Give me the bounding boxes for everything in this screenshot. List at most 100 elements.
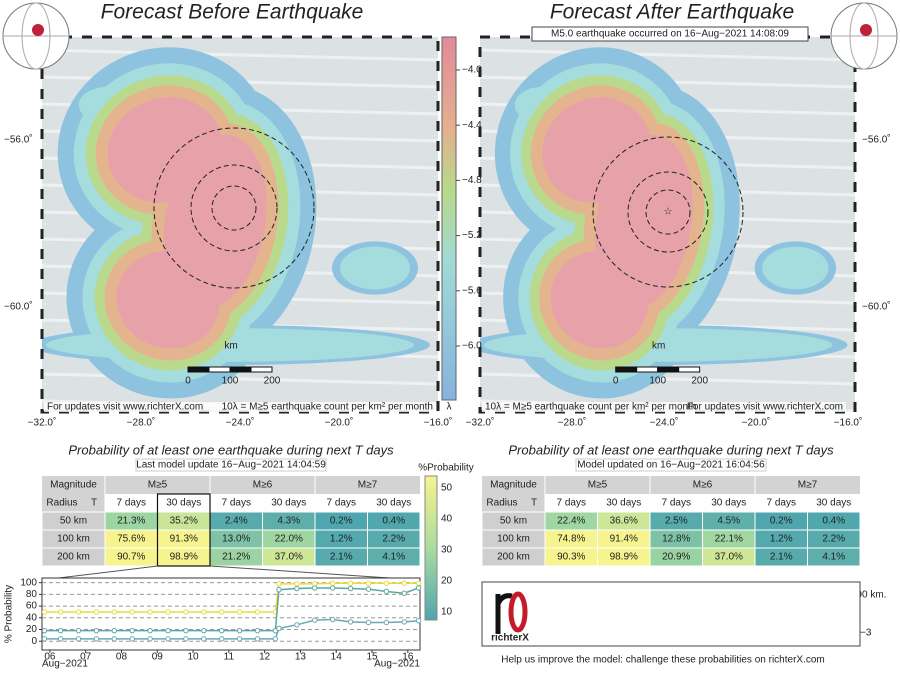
table-subtitle: Model updated on 16−Aug−2021 16:04:56 (577, 460, 765, 471)
series-point (75, 609, 82, 615)
table-subheader: T (91, 498, 97, 509)
series-point (347, 585, 354, 592)
table-cell-text: 0.2% (330, 516, 353, 527)
row-header: 200 km (57, 552, 90, 563)
series-point (41, 609, 48, 615)
table-header: Magnitude (50, 480, 97, 491)
table-subheader: T (531, 498, 537, 509)
table-cell-text: 1.2% (330, 534, 353, 545)
probability-tick-label: 30 (441, 545, 453, 556)
map-footer: For updates visit www.richterX.com (47, 402, 203, 413)
x-tick-label: 16 (402, 652, 414, 663)
epicenter: ☆ (664, 207, 673, 218)
table-cell-text: 91.4% (610, 534, 638, 545)
table-cell-text: 37.0% (275, 552, 303, 563)
series-point (111, 627, 118, 634)
table-subheader: Radius (46, 498, 77, 509)
table-subheader: 30 days (816, 498, 851, 509)
series-point (312, 585, 318, 591)
lat-label: −60.0˚ (4, 301, 33, 313)
table-header: M≥7 (798, 480, 818, 491)
series-point (347, 580, 354, 586)
table-header: M≥5 (148, 480, 168, 491)
series-point (183, 627, 189, 634)
series-point (401, 590, 407, 596)
colorbar-tick-label: −5.6 (462, 285, 482, 296)
x-tick-label: 07 (80, 652, 92, 663)
series-point (218, 609, 225, 615)
x-tick-label: 14 (331, 652, 343, 663)
scale-unit: km (224, 341, 237, 352)
probability-tick-label: 10 (441, 607, 453, 618)
series-point (57, 636, 64, 642)
row-header: 200 km (497, 552, 530, 563)
series-point (415, 618, 422, 624)
lon-label: −16.0˚ (424, 417, 453, 429)
table-subheader: 30 days (711, 498, 746, 509)
series-point (75, 636, 82, 642)
series-point (365, 586, 372, 592)
table-subheader: Radius (486, 498, 517, 509)
series-point (93, 627, 100, 634)
terrain (42, 48, 438, 62)
table-cell-text: 90.7% (117, 552, 145, 563)
series-point (383, 588, 390, 595)
map-footer: 10λ = M≥5 earthquake count per km² per m… (222, 402, 433, 413)
table-cell-text: 2.1% (770, 552, 793, 563)
footer-box (482, 402, 846, 412)
table-cell-text: 2.2% (822, 534, 845, 545)
table-subheader: 7 days (557, 498, 586, 509)
annotation: M5.0 earthquake occurred on 16−Aug−2021 … (551, 29, 789, 40)
table-cell-text: 22.0% (275, 534, 303, 545)
series-point (401, 619, 407, 625)
series-point (347, 619, 354, 625)
table-cell (807, 547, 861, 567)
map-right (480, 37, 855, 412)
y-label: % Probability (4, 585, 15, 643)
map-footer: For updates visit www.richterX.com (687, 402, 843, 413)
series-point (147, 636, 153, 642)
series-point (201, 609, 207, 615)
panel-title: Forecast Before Earthquake (101, 1, 364, 24)
table-header: Magnitude (490, 480, 537, 491)
footer: Help us improve the model: challenge the… (501, 655, 825, 666)
x-tick-label: 12 (259, 652, 271, 663)
x-label: Aug−2021 (374, 659, 420, 670)
subtitle-box (575, 458, 767, 472)
table-cell-text: 13.0% (222, 534, 250, 545)
y-tick-label: 60 (26, 601, 38, 612)
y-tick-label: 0 (31, 636, 37, 647)
lon-label: −32.0˚ (466, 417, 495, 429)
series-point (294, 622, 300, 628)
x-tick-label: 06 (44, 652, 56, 663)
series-point (93, 636, 100, 642)
scale-tick: 100 (649, 376, 666, 387)
series-point (276, 581, 282, 587)
series-point (415, 585, 422, 591)
logo-r (495, 593, 513, 634)
footer-box (44, 402, 436, 412)
series-point (254, 627, 261, 634)
series-point (329, 580, 336, 586)
x-tick-label: 13 (295, 652, 307, 663)
table-cell-text: 91.3% (170, 534, 198, 545)
series-point (183, 609, 189, 615)
scale-tick: 0 (185, 376, 191, 387)
table-subheader: 7 days (662, 498, 691, 509)
scale-segment (657, 366, 680, 373)
table-cell-text: 36.6% (610, 516, 638, 527)
table-cell-text: 21.2% (222, 552, 250, 563)
lat-label: −60.0˚ (862, 301, 891, 313)
colorbar-tick-label: −4.0 (462, 65, 482, 76)
table-cell-text: 4.3% (277, 516, 300, 527)
series-point (236, 609, 243, 615)
table-header: M≥5 (588, 480, 608, 491)
series-point (312, 617, 318, 623)
table-subheader: 7 days (327, 498, 356, 509)
series-point (218, 636, 225, 642)
colorbar-tick-label: −6.0 (462, 341, 482, 352)
series-point (236, 636, 243, 642)
row-header: 50 km (60, 516, 87, 527)
table-title: Probability of at least one earthquake d… (508, 442, 834, 457)
x-tick-label: 10 (187, 652, 199, 663)
